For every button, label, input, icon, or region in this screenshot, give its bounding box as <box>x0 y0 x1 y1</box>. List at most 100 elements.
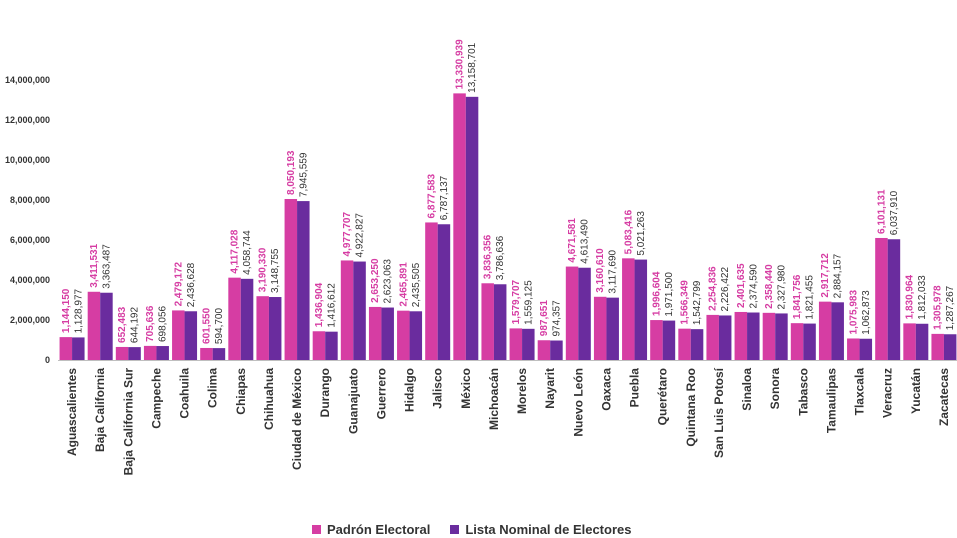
x-tick-label: Sonora <box>768 368 782 410</box>
legend-label-padron: Padrón Electoral <box>327 522 431 537</box>
data-label-padron: 2,254,836 <box>708 266 719 311</box>
bar-padron <box>931 333 944 360</box>
bar-lista <box>268 297 282 360</box>
x-tick-label: Oaxaca <box>599 368 613 411</box>
x-tick-label: Campeche <box>149 368 163 429</box>
x-tick-label: Quintana Roo <box>684 368 698 447</box>
data-label-padron: 601,550 <box>201 307 212 344</box>
data-label-padron: 705,636 <box>145 305 156 342</box>
bar-padron <box>509 328 523 360</box>
bar-padron <box>228 277 241 360</box>
data-label-lista: 4,922,827 <box>355 213 366 258</box>
y-tick-label: 4,000,000 <box>10 275 50 285</box>
y-tick-label: 2,000,000 <box>10 315 50 325</box>
data-label-lista: 3,363,487 <box>101 244 112 289</box>
bar-lista <box>915 323 929 360</box>
data-label-padron: 8,050,193 <box>286 150 297 195</box>
x-tick-label: Colima <box>206 368 220 408</box>
data-label-lista: 3,786,636 <box>495 235 506 280</box>
bar-lista <box>690 329 704 360</box>
data-label-lista: 3,148,755 <box>270 248 281 293</box>
data-label-padron: 652,483 <box>117 306 128 343</box>
bar-lista <box>831 302 844 360</box>
bar-lista <box>578 267 591 360</box>
y-tick-label: 6,000,000 <box>10 235 50 245</box>
x-tick-label: Guerrero <box>374 368 388 419</box>
x-tick-label: Guanajuato <box>346 368 360 434</box>
bar-lista <box>718 315 732 360</box>
bar-lista <box>381 307 394 360</box>
x-tick-label: Querétaro <box>656 368 670 425</box>
data-label-lista: 7,945,559 <box>298 152 309 197</box>
data-label-lista: 2,623,063 <box>383 259 394 304</box>
bar-lista <box>550 340 563 360</box>
data-label-padron: 1,996,604 <box>651 271 662 316</box>
data-label-lista: 4,613,490 <box>580 219 591 264</box>
y-tick-label: 10,000,000 <box>5 155 50 165</box>
legend-swatch-padron <box>312 525 321 534</box>
data-label-lista: 1,416,612 <box>326 283 337 328</box>
data-label-lista: 2,226,422 <box>720 267 731 312</box>
x-tick-label: Nayarit <box>543 368 557 409</box>
data-label-lista: 6,787,137 <box>439 175 450 220</box>
data-label-lista: 698,056 <box>158 305 169 342</box>
bar-lista <box>297 201 310 360</box>
bar-padron <box>762 312 776 360</box>
bar-padron <box>397 310 410 360</box>
data-label-lista: 1,062,873 <box>861 290 872 335</box>
bar-padron <box>875 237 888 360</box>
data-label-lista: 2,374,590 <box>748 264 759 309</box>
x-tick-label: Coahuila <box>178 368 192 419</box>
bar-lista <box>184 311 198 360</box>
x-tick-label: México <box>459 368 473 409</box>
x-tick-label: Hidalgo <box>403 368 417 412</box>
data-label-lista: 3,117,690 <box>608 249 619 293</box>
bar-padron <box>340 260 354 360</box>
legend-label-lista: Lista Nominal de Electores <box>465 522 632 537</box>
data-label-padron: 4,977,707 <box>342 212 353 257</box>
bar-lista <box>437 224 451 360</box>
data-label-lista: 2,435,505 <box>411 262 422 307</box>
bar-lista <box>465 96 479 360</box>
data-label-padron: 3,160,610 <box>595 248 606 293</box>
data-label-padron: 13,330,939 <box>455 39 466 89</box>
x-tick-label: Puebla <box>628 368 642 408</box>
x-tick-label: Aguascalientes <box>65 368 79 456</box>
bar-padron <box>790 323 804 360</box>
bar-lista <box>409 311 423 360</box>
x-tick-label: Yucatán <box>909 368 923 414</box>
x-tick-label: San Luis Potosí <box>712 367 726 458</box>
bar-padron <box>172 310 185 360</box>
x-tick-label: Nuevo León <box>571 368 585 437</box>
bar-padron <box>425 222 438 360</box>
y-tick-label: 12,000,000 <box>5 115 50 125</box>
bar-lista <box>662 320 676 360</box>
x-tick-label: Sinaloa <box>740 368 754 411</box>
bar-padron <box>115 346 129 360</box>
data-label-lista: 2,436,628 <box>186 262 197 307</box>
data-label-lista: 1,971,500 <box>664 272 675 317</box>
bar-lista <box>943 334 957 360</box>
legend-swatch-lista <box>450 525 460 534</box>
bar-padron <box>847 338 860 360</box>
data-label-lista: 644,192 <box>130 307 141 344</box>
x-tick-label: Chihuahua <box>262 368 276 430</box>
x-tick-label: Tlaxcala <box>853 368 867 416</box>
data-label-padron: 2,465,891 <box>398 262 409 307</box>
data-label-lista: 1,287,267 <box>945 285 956 330</box>
data-label-padron: 987,651 <box>539 300 550 337</box>
data-label-padron: 5,083,416 <box>623 209 634 254</box>
bar-padron <box>537 340 551 360</box>
x-tick-label: Baja California Sur <box>121 368 135 476</box>
bar-lista <box>522 328 535 360</box>
data-label-padron: 6,877,583 <box>426 174 437 219</box>
data-label-lista: 2,327,980 <box>776 265 787 310</box>
bar-lista <box>634 259 648 360</box>
data-label-lista: 1,559,125 <box>523 280 534 325</box>
x-tick-label: Michoacán <box>487 368 501 430</box>
bar-lista <box>100 292 113 360</box>
bar-padron <box>818 301 832 360</box>
bar-padron <box>706 314 719 360</box>
data-label-lista: 1,128,977 <box>73 288 84 333</box>
data-label-padron: 3,411,531 <box>89 243 100 287</box>
